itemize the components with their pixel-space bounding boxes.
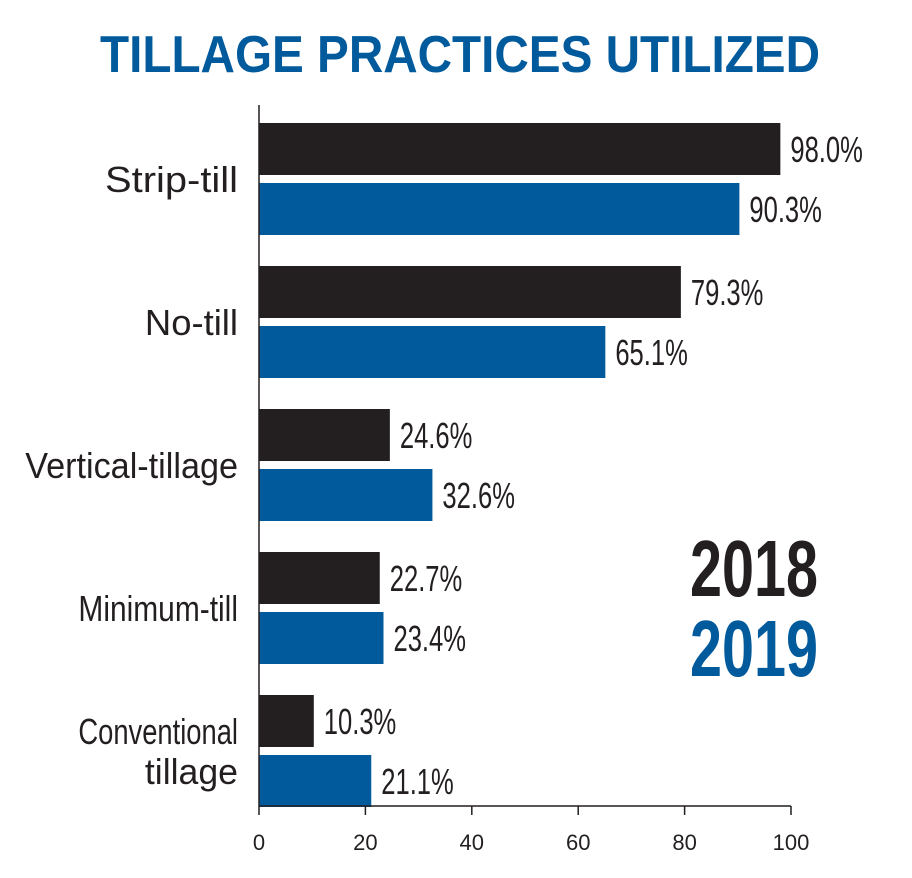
x-tick-label-20: 20 xyxy=(353,830,377,855)
x-tick-label-60: 60 xyxy=(566,830,590,855)
bar-strip-till-2018 xyxy=(259,123,781,175)
data-label-conventional-tillage-2019: 21.1% xyxy=(381,761,454,802)
category-label-strip-till: Strip-till xyxy=(105,159,238,200)
category-label-conventional-tillage-line-2: tillage xyxy=(145,751,238,792)
data-label-strip-till-2018: 98.0% xyxy=(790,129,863,170)
data-label-conventional-tillage-2018: 10.3% xyxy=(324,701,397,742)
legend-entry-2019: 2019 xyxy=(690,604,818,693)
bar-no-till-2018 xyxy=(259,266,681,318)
data-label-no-till-2018: 79.3% xyxy=(691,272,764,313)
category-label-vertical-tillage: Vertical-tillage xyxy=(25,445,238,486)
x-tick-label-100: 100 xyxy=(773,830,810,855)
bars-layer: 98.0% 90.3% 79.3%65.1% 24.6% 32.6% 22.7% 23.4%… xyxy=(259,123,863,807)
x-tick-label-80: 80 xyxy=(672,830,696,855)
category-label-conventional-tillage-line-1: Conventional xyxy=(78,711,238,752)
bar-vertical-tillage-2018 xyxy=(259,409,390,461)
data-label-vertical-tillage-2018: 24.6% xyxy=(400,415,473,456)
bar-conventional-tillage-2019 xyxy=(259,755,372,807)
bar-no-till-2019 xyxy=(259,326,606,378)
data-label-no-till-2019: 65.1% xyxy=(615,332,688,373)
data-label-vertical-tillage-2019: 32.6% xyxy=(442,475,515,516)
x-tick-label-0: 0 xyxy=(253,830,265,855)
x-axis: 0 20 40 60 80 100 xyxy=(253,105,809,855)
category-label-no-till: No-till xyxy=(145,302,238,343)
bar-minimum-till-2018 xyxy=(259,552,380,604)
chart-title: TILLAGE PRACTICES UTILIZED xyxy=(100,26,820,84)
bar-conventional-tillage-2018 xyxy=(259,695,314,747)
data-label-minimum-till-2019: 23.4% xyxy=(393,618,466,659)
category-labels: Strip-till No-till Vertical-tillage Minimum… xyxy=(25,159,238,792)
bar-minimum-till-2019 xyxy=(259,612,384,664)
bar-strip-till-2019 xyxy=(259,183,740,235)
data-label-minimum-till-2018: 22.7% xyxy=(390,558,463,599)
x-tick-label-40: 40 xyxy=(460,830,484,855)
bar-vertical-tillage-2019 xyxy=(259,469,433,521)
category-label-minimum-till: Minimum-till xyxy=(78,588,238,629)
legend-entry-2018: 2018 xyxy=(690,524,818,613)
data-label-strip-till-2019: 90.3% xyxy=(749,189,822,230)
